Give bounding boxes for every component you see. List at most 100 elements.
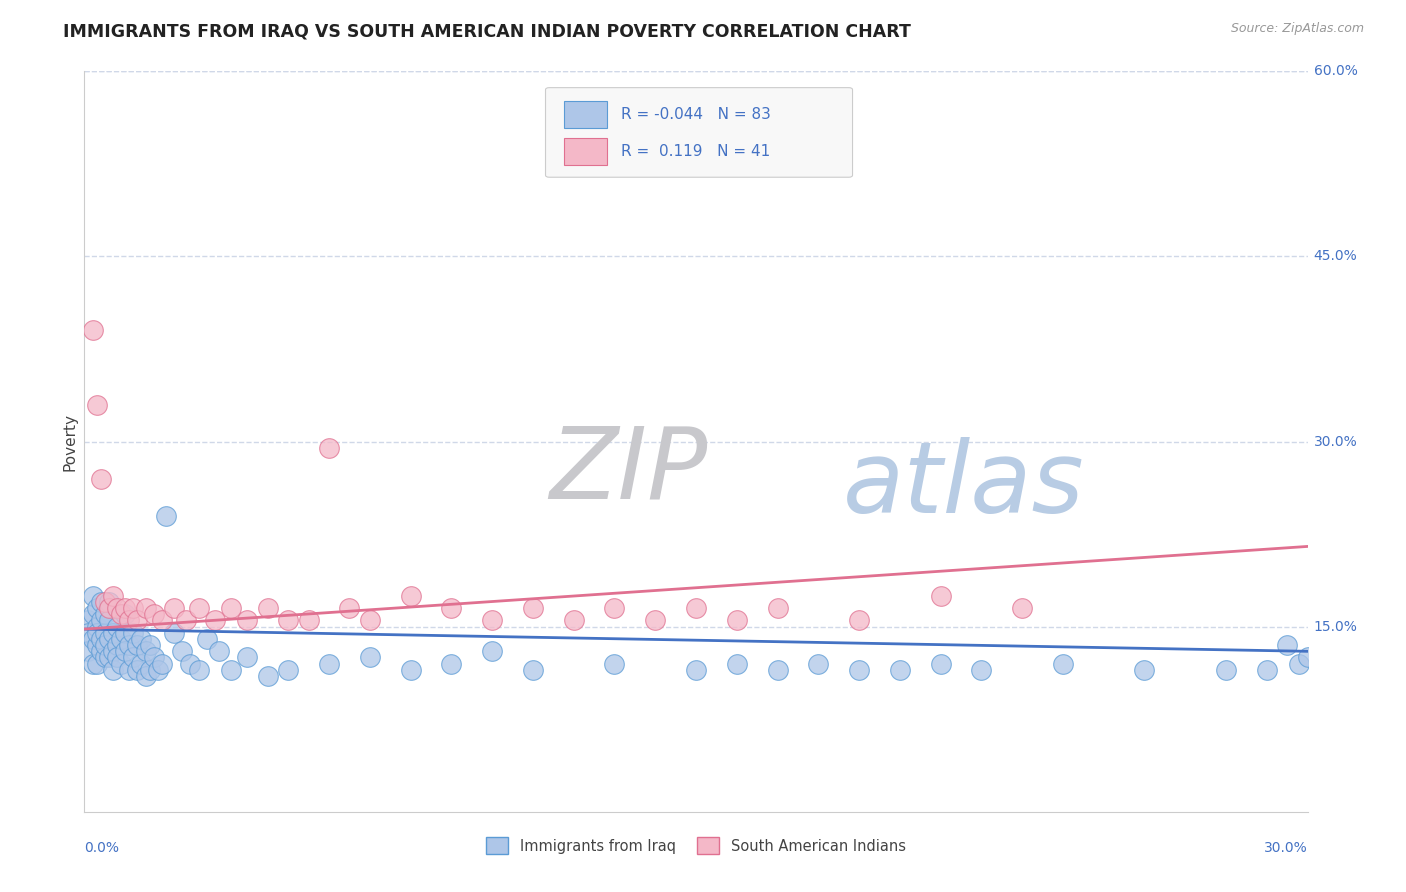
Point bbox=[97, 632, 120, 646]
Point bbox=[77, 39, 100, 54]
Point bbox=[766, 601, 789, 615]
Point bbox=[889, 663, 911, 677]
Point bbox=[1011, 601, 1033, 615]
Point bbox=[110, 657, 132, 671]
Point bbox=[101, 663, 124, 677]
Point bbox=[90, 632, 112, 646]
Point bbox=[93, 638, 115, 652]
Point bbox=[93, 595, 115, 609]
Point bbox=[187, 601, 209, 615]
Point bbox=[86, 638, 108, 652]
Point bbox=[86, 398, 108, 412]
Point bbox=[138, 663, 160, 677]
Point bbox=[86, 625, 108, 640]
Point bbox=[399, 589, 422, 603]
Point bbox=[318, 657, 340, 671]
Point bbox=[236, 650, 259, 665]
Point bbox=[257, 601, 280, 615]
Point bbox=[725, 614, 748, 628]
Text: 30.0%: 30.0% bbox=[1313, 434, 1357, 449]
Point bbox=[155, 508, 177, 523]
FancyBboxPatch shape bbox=[564, 101, 606, 128]
Y-axis label: Poverty: Poverty bbox=[62, 412, 77, 471]
FancyBboxPatch shape bbox=[546, 87, 852, 178]
Point bbox=[105, 619, 128, 633]
Point bbox=[97, 614, 120, 628]
Point bbox=[848, 663, 870, 677]
Point bbox=[93, 650, 115, 665]
Point bbox=[970, 663, 993, 677]
Point bbox=[86, 657, 108, 671]
Legend: Immigrants from Iraq, South American Indians: Immigrants from Iraq, South American Ind… bbox=[481, 831, 911, 860]
Point bbox=[131, 632, 153, 646]
Point bbox=[97, 595, 120, 609]
Point bbox=[277, 614, 299, 628]
Point bbox=[174, 614, 197, 628]
Point bbox=[522, 601, 544, 615]
Point bbox=[127, 638, 149, 652]
Point bbox=[1296, 650, 1319, 665]
Point bbox=[359, 650, 381, 665]
Point bbox=[163, 625, 186, 640]
Point bbox=[114, 601, 136, 615]
Point bbox=[90, 614, 112, 628]
Point bbox=[93, 607, 115, 622]
Point bbox=[298, 614, 321, 628]
Point bbox=[82, 324, 104, 338]
Point bbox=[127, 614, 149, 628]
Point bbox=[359, 614, 381, 628]
Text: 30.0%: 30.0% bbox=[1264, 841, 1308, 855]
Point bbox=[118, 614, 141, 628]
Point bbox=[105, 638, 128, 652]
Point bbox=[114, 625, 136, 640]
Point bbox=[1052, 657, 1074, 671]
Point bbox=[114, 644, 136, 658]
Text: 45.0%: 45.0% bbox=[1313, 250, 1357, 263]
Point bbox=[77, 644, 100, 658]
Point bbox=[339, 601, 361, 615]
Text: atlas: atlas bbox=[842, 437, 1084, 534]
Point bbox=[122, 650, 145, 665]
Point bbox=[131, 657, 153, 671]
Point bbox=[277, 663, 299, 677]
Text: Source: ZipAtlas.com: Source: ZipAtlas.com bbox=[1230, 22, 1364, 36]
Point bbox=[127, 663, 149, 677]
Point bbox=[1277, 638, 1299, 652]
Point bbox=[101, 625, 124, 640]
Point bbox=[142, 607, 165, 622]
Point bbox=[118, 663, 141, 677]
Point bbox=[481, 644, 503, 658]
Point bbox=[562, 614, 585, 628]
Point bbox=[90, 471, 112, 485]
Text: R =  0.119   N = 41: R = 0.119 N = 41 bbox=[621, 144, 770, 159]
Point bbox=[644, 614, 666, 628]
Point bbox=[318, 441, 340, 455]
Point bbox=[1133, 663, 1156, 677]
Point bbox=[77, 614, 100, 628]
Point bbox=[399, 663, 422, 677]
Point bbox=[142, 650, 165, 665]
Point bbox=[82, 589, 104, 603]
Point bbox=[90, 644, 112, 658]
Text: R = -0.044   N = 83: R = -0.044 N = 83 bbox=[621, 107, 772, 122]
Text: IMMIGRANTS FROM IRAQ VS SOUTH AMERICAN INDIAN POVERTY CORRELATION CHART: IMMIGRANTS FROM IRAQ VS SOUTH AMERICAN I… bbox=[63, 22, 911, 40]
Point bbox=[110, 632, 132, 646]
Point bbox=[90, 595, 112, 609]
Point bbox=[105, 650, 128, 665]
Point bbox=[150, 657, 173, 671]
Text: 0.0%: 0.0% bbox=[84, 841, 120, 855]
Point bbox=[929, 657, 952, 671]
Point bbox=[122, 625, 145, 640]
Point bbox=[146, 663, 169, 677]
Text: 60.0%: 60.0% bbox=[1313, 64, 1358, 78]
Point bbox=[929, 589, 952, 603]
Point bbox=[440, 601, 463, 615]
Point bbox=[82, 657, 104, 671]
Point bbox=[257, 669, 280, 683]
Point bbox=[1256, 663, 1278, 677]
Point bbox=[603, 657, 626, 671]
Point bbox=[114, 607, 136, 622]
Point bbox=[135, 644, 157, 658]
Point bbox=[522, 663, 544, 677]
Point bbox=[110, 607, 132, 622]
